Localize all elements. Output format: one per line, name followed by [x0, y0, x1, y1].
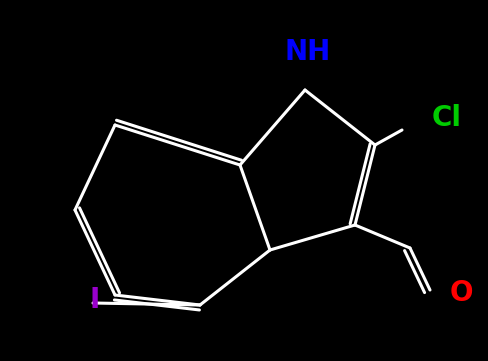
- Text: I: I: [90, 286, 100, 314]
- Text: NH: NH: [285, 38, 330, 66]
- Text: Cl: Cl: [431, 104, 461, 132]
- Text: O: O: [449, 279, 472, 307]
